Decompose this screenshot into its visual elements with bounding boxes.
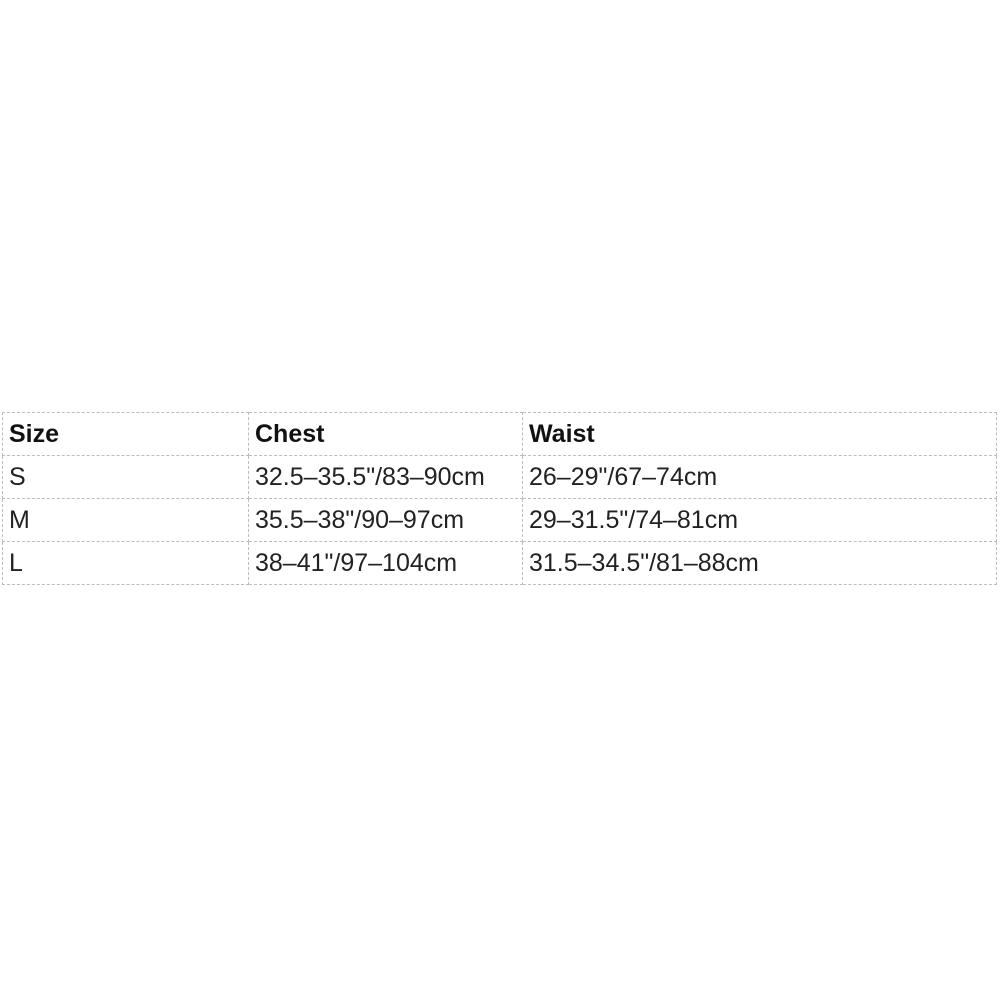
chest-cell: 32.5–35.5"/83–90cm [248,455,523,499]
size-cell: L [2,541,249,585]
waist-cell: 29–31.5"/74–81cm [522,498,997,542]
size-chart-table: Size Chest Waist S 32.5–35.5"/83–90cm 26… [2,412,997,585]
waist-cell: 31.5–34.5"/81–88cm [522,541,997,585]
size-cell: S [2,455,249,499]
table-row: L 38–41"/97–104cm 31.5–34.5"/81–88cm [2,541,997,585]
waist-cell: 26–29"/67–74cm [522,455,997,499]
chest-cell: 35.5–38"/90–97cm [248,498,523,542]
table-header-row: Size Chest Waist [2,412,997,456]
table-row: M 35.5–38"/90–97cm 29–31.5"/74–81cm [2,498,997,542]
chest-cell: 38–41"/97–104cm [248,541,523,585]
column-header-waist: Waist [522,412,997,456]
column-header-size: Size [2,412,249,456]
column-header-chest: Chest [248,412,523,456]
size-cell: M [2,498,249,542]
table-row: S 32.5–35.5"/83–90cm 26–29"/67–74cm [2,455,997,499]
